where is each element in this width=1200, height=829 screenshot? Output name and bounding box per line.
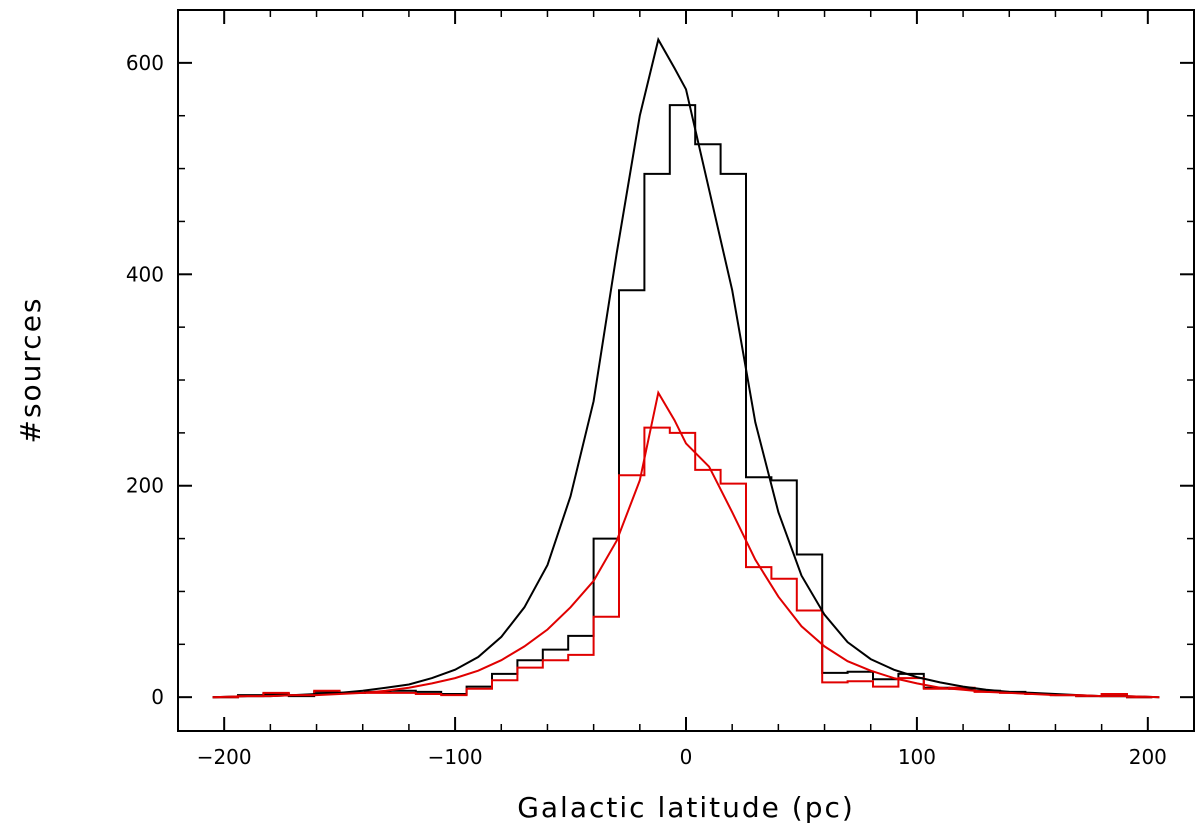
y-tick-label: 0 [151,685,164,709]
y-tick-label: 200 [126,474,164,498]
y-tick-label: 600 [126,51,164,75]
x-tick-label: 0 [680,745,693,769]
y-axis-label: #sources [14,296,47,443]
x-tick-label: 200 [1129,745,1167,769]
plot-series [212,36,1160,699]
series-histogram-1 [212,426,1153,699]
series-line-2 [212,36,1160,699]
y-tick-label: 400 [126,262,164,286]
x-tick-label: −100 [428,745,483,769]
series-histogram-0 [212,104,1153,699]
x-tick-label: 100 [898,745,936,769]
x-tick-label: −200 [197,745,252,769]
series-line-3 [212,389,1160,699]
ticks: −200 −100 0 100 200 0 200 400 600 [126,9,1194,769]
x-axis-label: Galactic latitude (pc) [517,791,855,824]
plot-frame [177,9,1195,732]
